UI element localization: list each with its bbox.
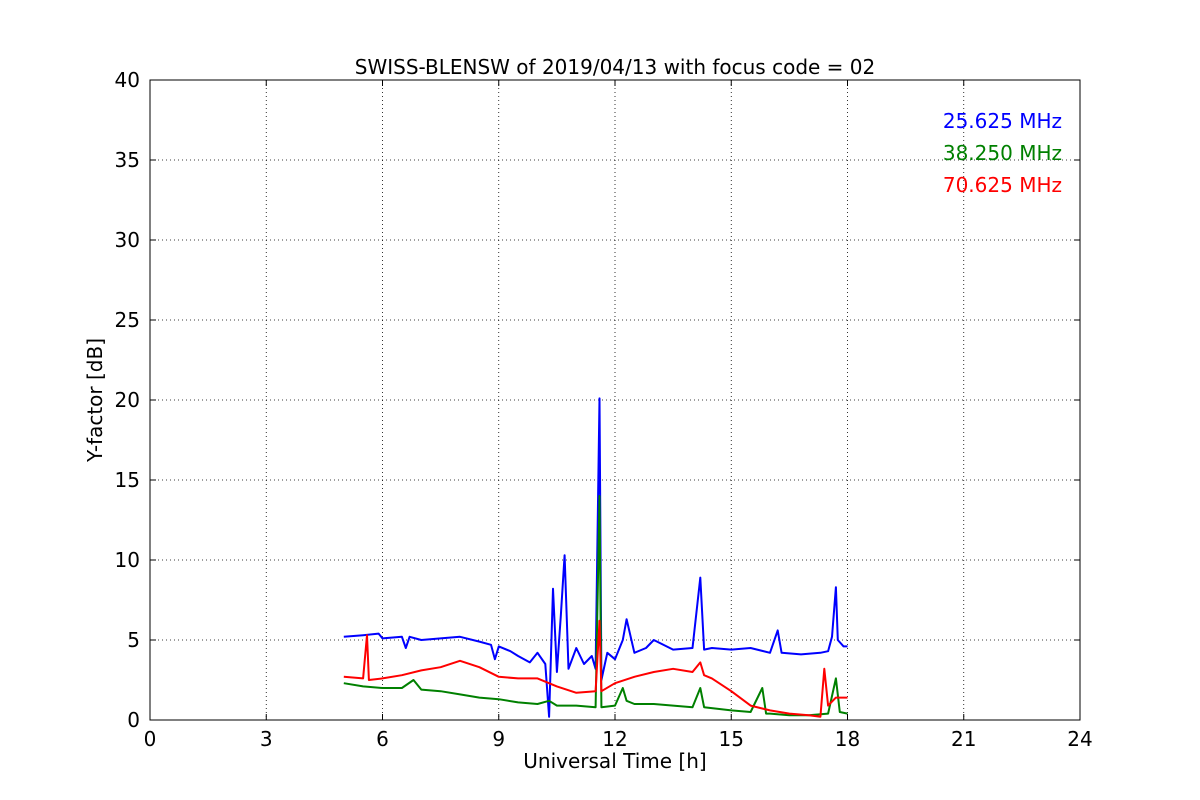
ticks: 0 3 6 9 12 15 18 21 24 0 5 10 15 20 25 30 35 40 (115, 68, 1093, 751)
y-tick-label: 15 (115, 468, 140, 492)
y-tick-label: 10 (115, 548, 140, 572)
x-tick-label: 0 (144, 727, 157, 751)
y-tick-label: 25 (115, 308, 140, 332)
x-tick-label: 18 (835, 727, 860, 751)
x-tick-label: 6 (376, 727, 389, 751)
x-axis-label: Universal Time [h] (523, 749, 706, 773)
y-tick-label: 20 (115, 388, 140, 412)
x-tick-label: 3 (260, 727, 273, 751)
legend-entry: 70.625 MHz (943, 173, 1062, 197)
series-line-2 (343, 495, 848, 717)
y-tick-label: 40 (115, 68, 140, 92)
series-line-1 (343, 397, 848, 718)
legend-entry: 25.625 MHz (943, 109, 1062, 133)
series-lines (343, 397, 848, 718)
x-tick-label: 21 (951, 727, 976, 751)
legend: 25.625 MHz 38.250 MHz 70.625 MHz (943, 109, 1062, 197)
y-axis-label: Y-factor [dB] (83, 338, 107, 463)
x-tick-label: 15 (719, 727, 744, 751)
legend-entry: 38.250 MHz (943, 141, 1062, 165)
y-tick-label: 5 (127, 628, 140, 652)
series-line-3 (343, 619, 848, 718)
y-tick-label: 35 (115, 148, 140, 172)
x-tick-label: 12 (602, 727, 627, 751)
y-tick-label: 0 (127, 708, 140, 732)
x-tick-label: 9 (492, 727, 505, 751)
y-tick-label: 30 (115, 228, 140, 252)
chart-title: SWISS-BLENSW of 2019/04/13 with focus co… (355, 55, 876, 79)
grid (150, 80, 1080, 720)
x-tick-label: 24 (1067, 727, 1092, 751)
